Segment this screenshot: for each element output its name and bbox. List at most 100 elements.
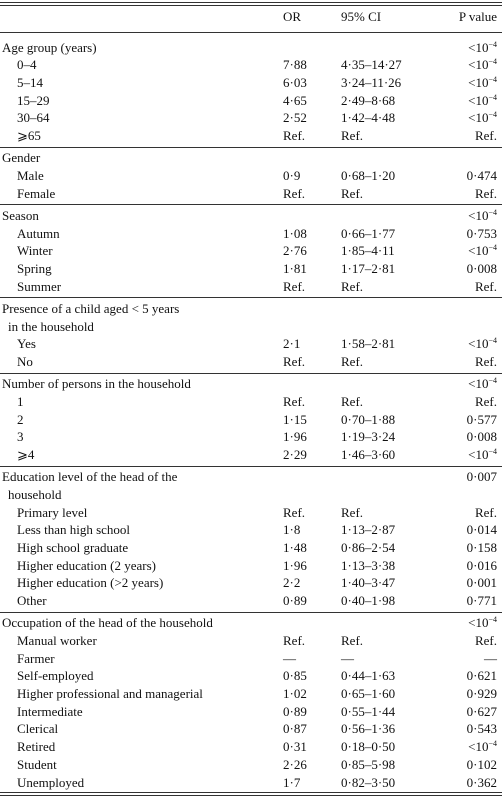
p-value: 0·014	[466, 522, 497, 538]
rule	[0, 465, 502, 467]
odds-ratio: 0·31	[283, 739, 307, 755]
confidence-interval: 1·40–3·47	[341, 575, 396, 591]
group-label: Gender	[2, 150, 41, 166]
confidence-interval: 0·66–1·77	[341, 225, 396, 241]
group-label: Presence of a child aged < 5 years	[2, 300, 180, 316]
p-value: 0·362	[466, 774, 497, 790]
row-label: Retired	[17, 739, 56, 755]
p-value: —	[484, 650, 497, 666]
row-label: No	[17, 353, 33, 369]
p-value: <10−4	[468, 39, 497, 55]
odds-ratio: 1·02	[283, 686, 307, 701]
p-value: Ref.	[474, 353, 497, 369]
rule	[0, 297, 502, 299]
odds-ratio: 6·03	[283, 74, 307, 90]
odds-ratio: 1·08	[283, 225, 307, 241]
p-value: 0·016	[466, 557, 497, 573]
row-label: Female	[17, 185, 56, 201]
p-value: 0·102	[466, 756, 497, 772]
confidence-interval: —	[341, 650, 354, 666]
odds-ratio: Ref.	[283, 128, 306, 143]
odds-ratio: 2·2	[283, 575, 301, 591]
odds-ratio: 2·76	[283, 243, 307, 259]
p-value: Ref.	[474, 393, 497, 409]
p-value: <10−4	[468, 336, 497, 352]
confidence-interval: Ref.	[341, 632, 364, 648]
confidence-interval: 0·70–1·88	[341, 411, 396, 427]
row-label: Manual worker	[17, 632, 97, 648]
p-value: <10−4	[468, 615, 497, 631]
confidence-interval: 0·82–3·50	[341, 774, 396, 790]
p-value: <10−4	[468, 739, 497, 755]
p-value: Ref.	[474, 128, 497, 143]
odds-ratio: 4·65	[283, 92, 307, 108]
confidence-interval: 0·44–1·63	[341, 668, 396, 684]
group-label: Number of persons in the household	[2, 376, 191, 392]
row-label: 1	[17, 393, 24, 409]
header-cell: OR	[283, 9, 302, 24]
odds-ratio: 2·52	[283, 110, 307, 126]
p-value: 0·007	[466, 469, 497, 485]
rule	[0, 372, 502, 374]
p-value: 0·008	[466, 260, 497, 276]
row-label: Male	[17, 167, 44, 183]
row-label: Summer	[17, 278, 62, 294]
p-value: <10−4	[468, 207, 497, 223]
p-value: Ref.	[474, 504, 497, 520]
rule	[0, 611, 502, 613]
group-label: household	[8, 486, 62, 502]
odds-ratio: 1·96	[283, 557, 307, 573]
row-label: Autumn	[17, 225, 60, 241]
confidence-interval: 1·13–2·87	[341, 522, 396, 538]
odds-ratio: 1·96	[283, 429, 307, 445]
p-value: <10−4	[468, 376, 497, 392]
confidence-interval: 0·68–1·20	[341, 167, 396, 183]
p-value: Ref.	[474, 632, 497, 648]
row-label: Higher education (>2 years)	[17, 575, 164, 591]
row-label: Unemployed	[17, 774, 85, 790]
row-label: ⩾4	[17, 446, 35, 462]
confidence-interval: 1·42–4·48	[341, 110, 396, 126]
confidence-interval: 0·86–2·54	[341, 539, 396, 555]
p-value: 0·929	[466, 686, 497, 701]
row-label: Clerical	[17, 721, 59, 737]
confidence-interval: 0·65–1·60	[341, 686, 396, 701]
odds-ratio: Ref.	[283, 185, 306, 201]
odds-ratio: 2·29	[283, 446, 307, 462]
p-value: 0·008	[466, 429, 497, 445]
odds-ratio: 0·85	[283, 668, 307, 684]
confidence-interval: 1·13–3·38	[341, 557, 396, 573]
row-label: Higher education (2 years)	[17, 557, 156, 573]
confidence-interval: 1·17–2·81	[341, 260, 396, 276]
group-label: Age group (years)	[2, 39, 97, 55]
odds-ratio: 1·48	[283, 539, 307, 555]
confidence-interval: 0·55–1·44	[341, 703, 396, 719]
header-cell: 95% CI	[341, 9, 382, 24]
confidence-interval: 1·85–4·11	[341, 243, 395, 259]
odds-ratio: Ref.	[283, 632, 306, 648]
odds-ratio: Ref.	[283, 504, 306, 520]
row-label: Spring	[17, 260, 52, 276]
odds-ratio: 1·8	[283, 522, 301, 538]
odds-ratio: —	[283, 650, 296, 666]
group-label: Occupation of the head of the household	[2, 615, 213, 631]
row-label: Higher professional and managerial	[17, 686, 203, 701]
rule	[0, 146, 502, 148]
row-label: Farmer	[17, 650, 55, 666]
row-label: ⩾65	[17, 128, 41, 143]
p-value: 0·158	[466, 539, 497, 555]
odds-ratio: 0·9	[283, 167, 301, 183]
row-label: Intermediate	[17, 703, 83, 719]
confidence-interval: 0·85–5·98	[341, 756, 396, 772]
p-value: <10−4	[468, 446, 497, 462]
confidence-interval: 0·56–1·36	[341, 721, 396, 737]
group-label: Education level of the head of the	[2, 469, 178, 485]
row-label: Self-employed	[17, 668, 94, 684]
p-value: 0·577	[466, 411, 497, 427]
rule	[0, 792, 502, 793]
odds-ratio: 0·89	[283, 703, 307, 719]
row-label: 30–64	[17, 110, 50, 126]
rule	[0, 795, 502, 796]
odds-ratio: Ref.	[283, 353, 306, 369]
confidence-interval: 4·35–14·27	[341, 57, 402, 73]
